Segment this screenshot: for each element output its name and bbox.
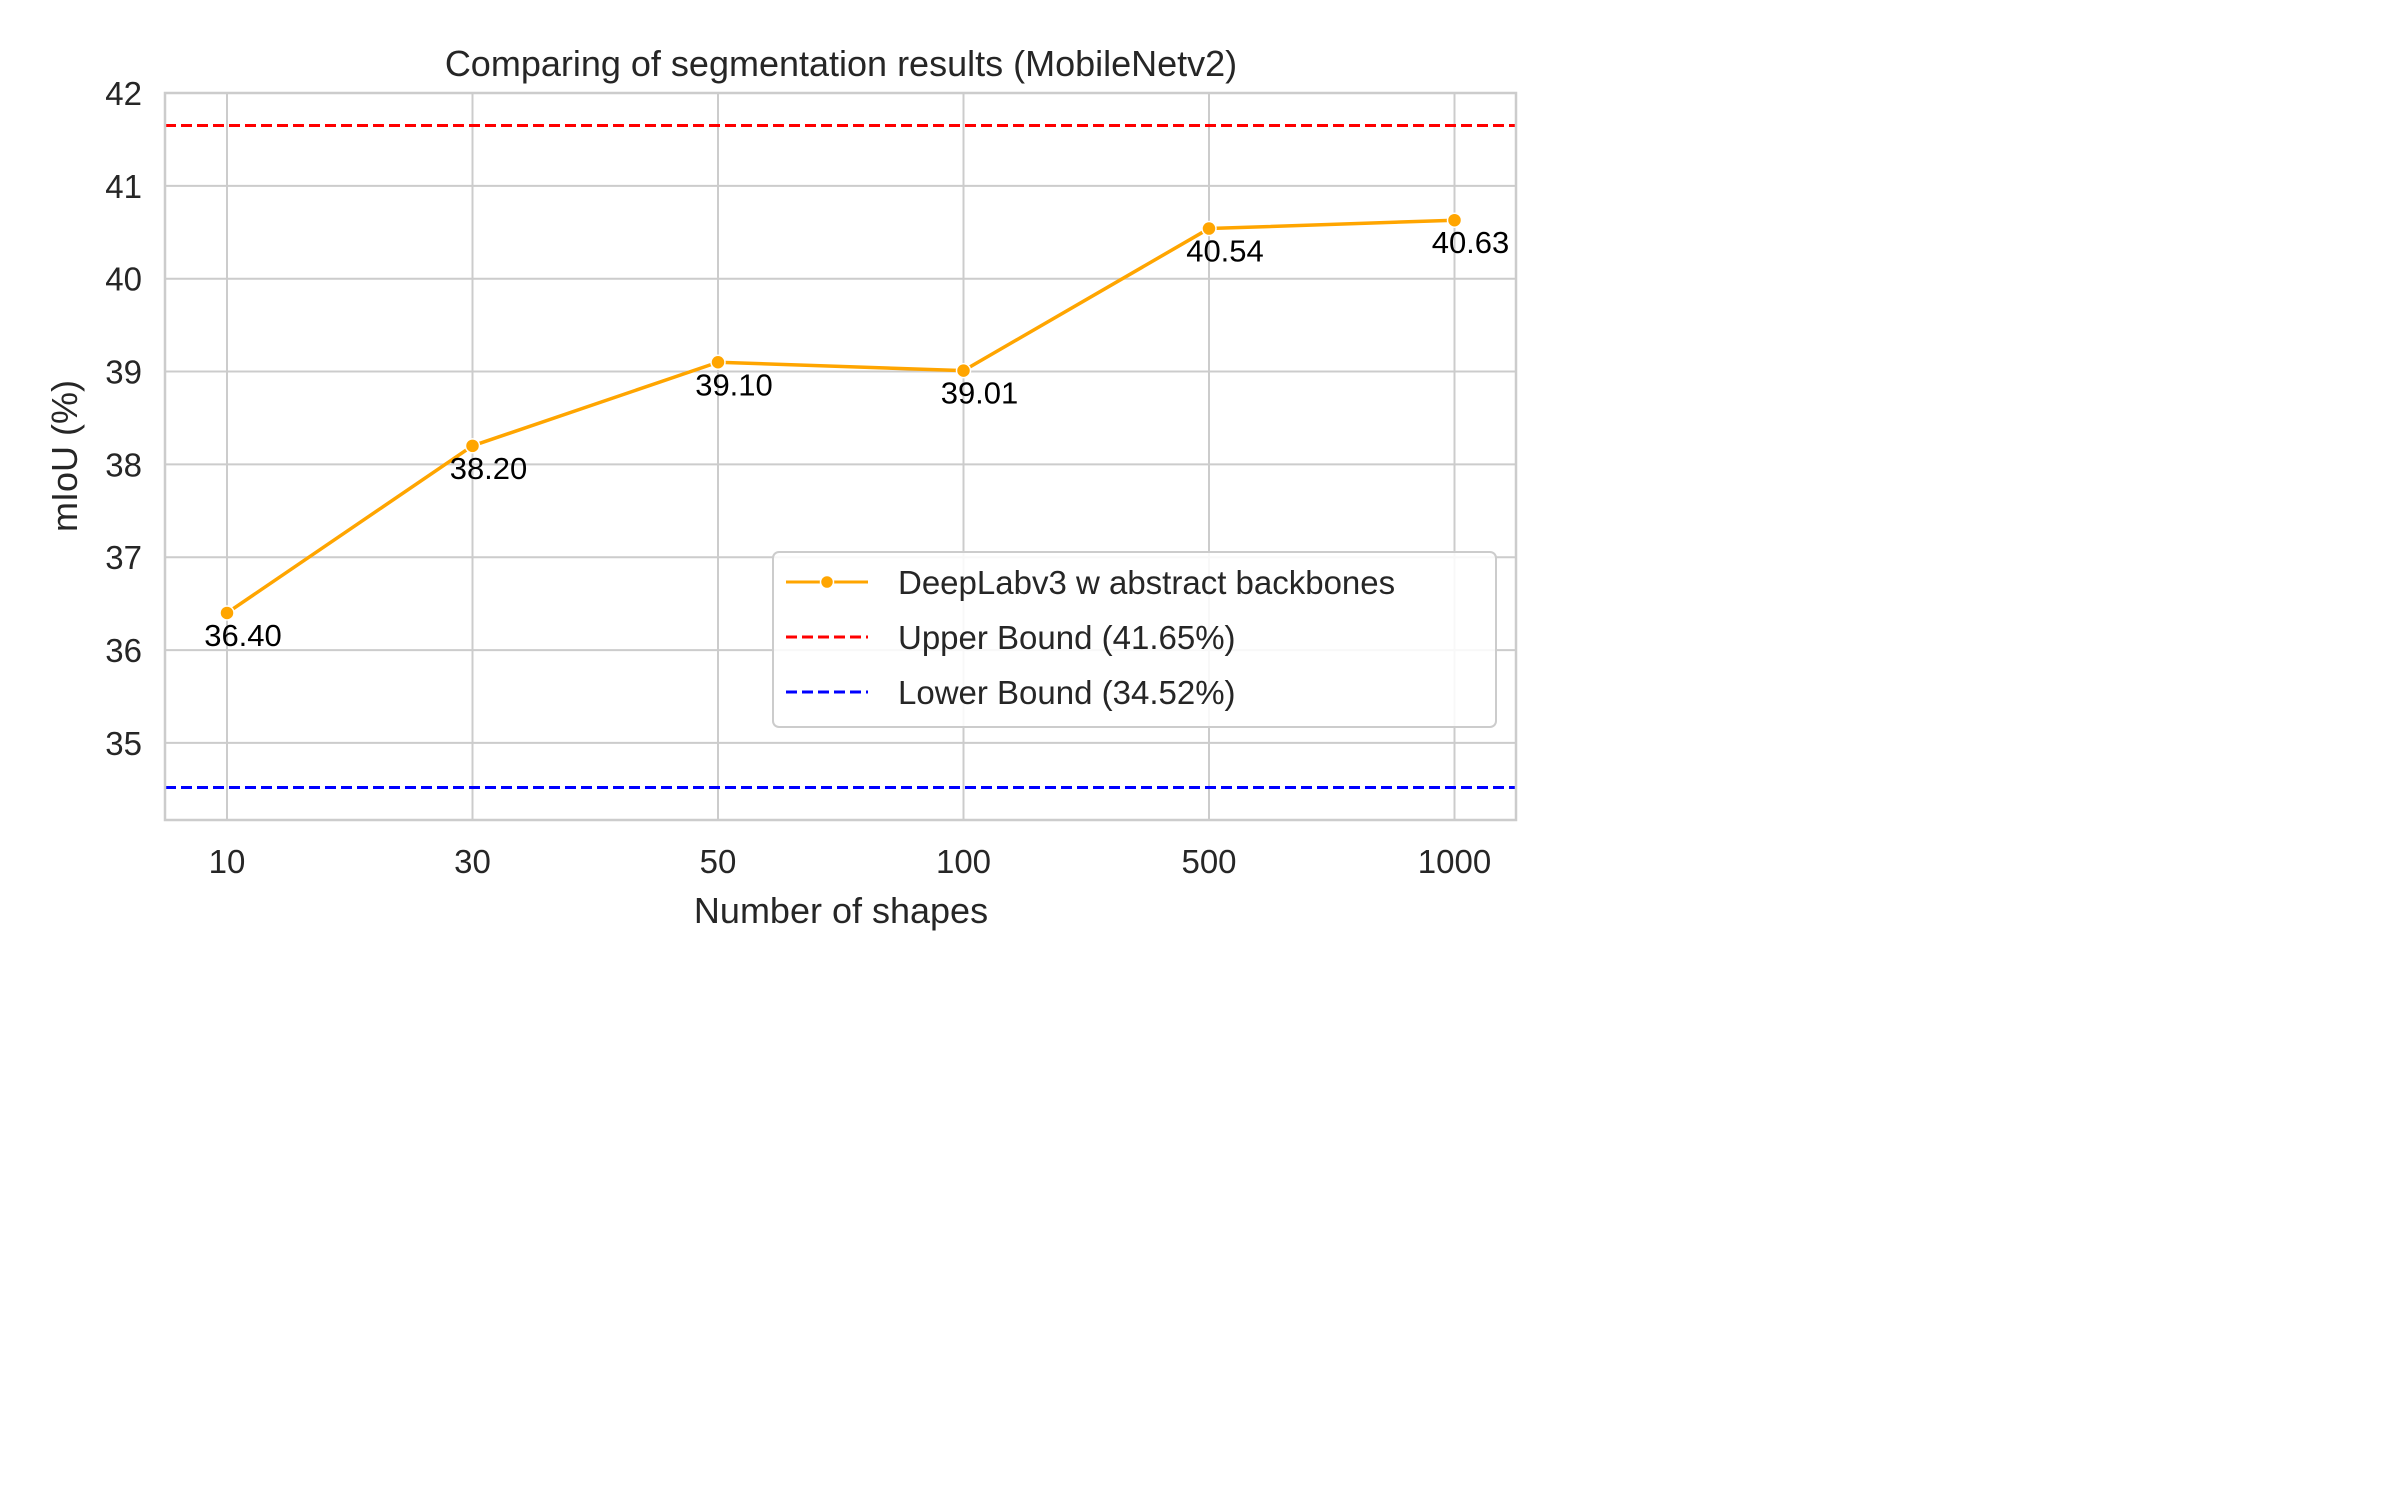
y-tick-label: 41: [105, 168, 142, 205]
x-tick-label: 1000: [1418, 843, 1491, 880]
legend-frame: [772, 551, 1497, 728]
data-point: [219, 605, 235, 621]
y-tick-label: 42: [105, 75, 142, 112]
reference-lines: [165, 123, 1516, 790]
data-point: [710, 354, 726, 371]
x-tick-label: 500: [1181, 843, 1236, 880]
y-axis-label: mIoU (%): [44, 380, 85, 532]
data-label: 39.01: [941, 376, 1019, 411]
y-tick-label: 36: [105, 632, 142, 669]
x-tick-label: 100: [936, 843, 991, 880]
series-line: [226, 218, 1455, 615]
y-tick-label: 39: [105, 354, 142, 391]
x-tick-label: 10: [209, 843, 246, 880]
x-tick-label: 30: [454, 843, 491, 880]
data-label: 40.63: [1432, 225, 1510, 260]
data-label: 38.20: [450, 451, 528, 486]
data-point: [1446, 212, 1463, 228]
chart-title: Comparing of segmentation results (Mobil…: [445, 43, 1237, 84]
data-point: [955, 362, 972, 379]
legend-label-upper-bound: Upper Bound (41.65%): [898, 619, 1236, 656]
legend-entry-series: DeepLabv3 w abstract backbones: [786, 564, 1395, 601]
y-tick-label: 38: [105, 446, 142, 483]
chart: Comparing of segmentation results (Mobil…: [0, 0, 1568, 980]
series-layer: 36.40 38.20 39.10 39.01 40.54 40.63: [204, 212, 1510, 653]
legend-entry-lower-bound: Lower Bound (34.52%): [786, 674, 1236, 711]
data-label: 40.54: [1186, 234, 1264, 269]
data-label: 36.40: [204, 618, 282, 653]
legend-entry-upper-bound: Upper Bound (41.65%): [786, 619, 1236, 656]
chart-background: [0, 0, 1568, 980]
y-tick-label: 37: [105, 539, 142, 576]
legend-label-series: DeepLabv3 w abstract backbones: [898, 564, 1395, 601]
legend-label-lower-bound: Lower Bound (34.52%): [898, 674, 1236, 711]
plot-frame: [163, 91, 1518, 822]
x-axis-label: Number of shapes: [694, 890, 988, 931]
legend-marker-series: [819, 574, 835, 590]
tick-labels: 10 30 50 100 500 1000 35 36 37 38 39 40 41 42: [105, 75, 1491, 880]
data-point: [464, 438, 481, 454]
data-label: 39.10: [695, 367, 773, 402]
legend: DeepLabv3 w abstract backbones Upper Bou…: [772, 551, 1497, 728]
y-tick-label: 35: [105, 725, 142, 762]
y-tick-label: 40: [105, 261, 142, 298]
data-point: [1201, 220, 1217, 237]
x-tick-label: 50: [700, 843, 737, 880]
